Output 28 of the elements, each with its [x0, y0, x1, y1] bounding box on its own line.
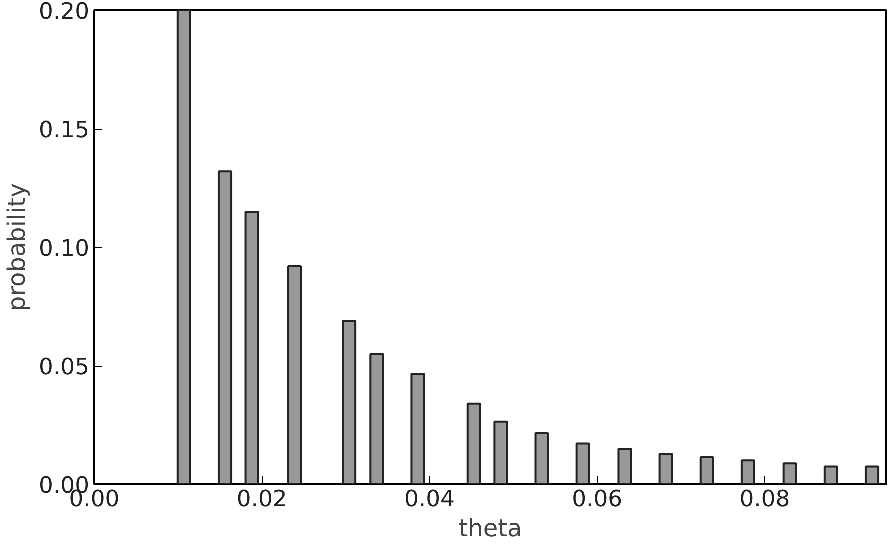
bar — [244, 210, 260, 484]
y-tick-label: 0.10 — [39, 236, 90, 262]
bar — [370, 353, 384, 484]
bar — [658, 453, 674, 484]
bar — [864, 466, 880, 484]
bar — [782, 462, 798, 484]
bar — [740, 460, 756, 484]
bar — [410, 373, 426, 484]
bar — [342, 320, 357, 484]
bar — [700, 456, 714, 484]
bar — [824, 466, 838, 484]
y-axis-title: probability — [3, 183, 32, 312]
y-tick-label: 0.15 — [39, 118, 90, 144]
x-tick-label: 0.04 — [404, 486, 455, 512]
bar — [494, 420, 508, 484]
bar — [218, 170, 233, 484]
bar — [576, 442, 590, 484]
x-axis-title: theta — [458, 514, 522, 542]
bar — [466, 402, 482, 484]
y-tick-label: 0.05 — [39, 354, 90, 380]
bar — [176, 10, 192, 484]
bar — [618, 448, 632, 484]
bar — [288, 265, 302, 484]
y-tick-label: 0.20 — [39, 0, 90, 25]
x-tick-label: 0.02 — [236, 486, 288, 512]
x-tick-label: 0.06 — [572, 486, 623, 512]
x-tick-label: 0.08 — [740, 486, 790, 512]
bar — [534, 432, 550, 484]
